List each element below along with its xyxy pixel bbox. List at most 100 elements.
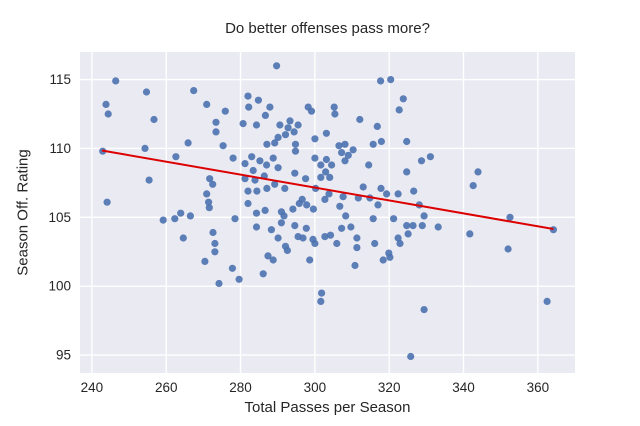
data-point (330, 103, 338, 111)
data-point (221, 107, 229, 115)
data-point (274, 234, 282, 242)
data-point (274, 133, 282, 141)
data-point (399, 95, 407, 103)
data-point (410, 187, 418, 195)
data-point (317, 161, 325, 169)
data-point (184, 139, 192, 147)
data-point (252, 209, 261, 217)
data-point (335, 142, 343, 150)
data-point (249, 166, 257, 175)
data-point (266, 103, 274, 111)
x-tick-label: 340 (452, 380, 475, 395)
x-tick-label: 300 (304, 380, 327, 395)
data-point (201, 257, 209, 265)
data-point (269, 256, 277, 264)
data-point (317, 297, 325, 305)
data-point (291, 222, 299, 230)
data-point (347, 223, 355, 231)
data-point (211, 248, 219, 256)
data-point (371, 239, 379, 248)
data-point (172, 153, 180, 161)
data-point (394, 190, 402, 198)
data-point (302, 175, 310, 183)
data-point (281, 131, 290, 139)
data-point (254, 96, 262, 104)
data-point (469, 182, 477, 190)
data-point (159, 216, 167, 224)
data-point (342, 212, 350, 220)
data-point (321, 195, 329, 203)
data-point (543, 297, 551, 305)
y-tick-label: 95 (56, 348, 71, 363)
data-point (171, 215, 179, 223)
data-point (407, 352, 415, 361)
data-point (291, 169, 299, 177)
data-point (264, 252, 272, 260)
data-point (303, 201, 311, 209)
y-tick-label: 105 (48, 210, 71, 225)
data-point (377, 77, 385, 85)
data-point (219, 142, 227, 150)
data-point (359, 183, 367, 191)
data-point (244, 187, 252, 195)
data-point (318, 289, 326, 297)
data-point (291, 140, 300, 148)
data-point (290, 128, 298, 136)
data-point (353, 234, 361, 242)
data-point (244, 92, 252, 100)
data-point (271, 180, 279, 188)
data-point (311, 135, 319, 143)
data-point (403, 137, 411, 146)
data-point (280, 212, 288, 220)
data-point (205, 198, 213, 206)
data-point (299, 234, 307, 242)
data-point (286, 117, 294, 125)
data-point (269, 154, 277, 162)
data-point (186, 212, 194, 220)
data-point (349, 146, 357, 154)
data-point (434, 223, 442, 231)
data-point (377, 137, 385, 146)
data-point (341, 140, 349, 148)
data-point (353, 244, 361, 252)
data-point (504, 245, 512, 253)
data-point (390, 215, 398, 223)
data-point (211, 239, 219, 248)
data-point (321, 233, 329, 241)
data-point (344, 151, 352, 159)
data-point (229, 154, 237, 162)
data-point (190, 87, 198, 95)
data-point (309, 235, 317, 243)
x-axis-label: Total Passes per Season (244, 399, 411, 416)
data-point (289, 205, 297, 213)
data-point (259, 270, 267, 278)
x-tick-label: 320 (378, 380, 401, 395)
data-point (403, 168, 411, 176)
data-point (271, 139, 279, 147)
data-point (420, 306, 428, 314)
data-point (317, 173, 325, 181)
data-point (326, 173, 334, 181)
data-point (351, 261, 359, 270)
y-tick-label: 110 (49, 141, 71, 156)
data-point (112, 77, 120, 85)
data-point (322, 129, 330, 137)
data-point (322, 155, 330, 164)
data-point (338, 224, 346, 232)
data-point (379, 256, 387, 264)
data-point (253, 187, 261, 195)
data-point (338, 149, 346, 157)
data-point (267, 226, 275, 234)
data-point (273, 62, 281, 70)
data-point (145, 176, 153, 184)
x-tick-label: 240 (81, 380, 104, 395)
data-point (339, 193, 347, 201)
data-point (426, 153, 434, 161)
data-point (203, 100, 211, 108)
data-point (418, 222, 426, 230)
data-point (331, 110, 339, 118)
data-point (212, 118, 220, 126)
data-point (276, 121, 284, 129)
